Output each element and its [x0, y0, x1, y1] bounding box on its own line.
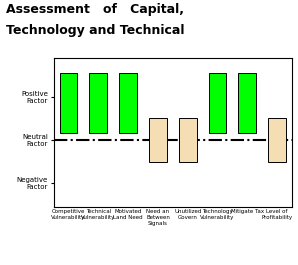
Bar: [238, 73, 256, 132]
Bar: [209, 73, 226, 132]
Text: Assessment   of   Capital,: Assessment of Capital,: [6, 3, 184, 16]
Bar: [119, 73, 137, 132]
Bar: [179, 118, 197, 162]
Bar: [149, 118, 167, 162]
Text: Technology and Technical: Technology and Technical: [6, 24, 184, 37]
Bar: [89, 73, 107, 132]
Bar: [60, 73, 77, 132]
Bar: [268, 118, 286, 162]
